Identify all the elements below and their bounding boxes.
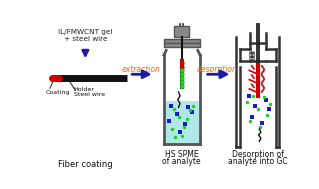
Text: extraction: extraction bbox=[122, 65, 161, 74]
Text: Holder: Holder bbox=[74, 87, 95, 92]
Text: analyte into GC: analyte into GC bbox=[228, 157, 288, 166]
Text: HS SPME: HS SPME bbox=[165, 150, 198, 159]
Bar bbox=[164, 39, 200, 43]
Text: Coating: Coating bbox=[46, 91, 70, 95]
Bar bbox=[166, 101, 198, 144]
Bar bbox=[174, 26, 189, 36]
Text: desorption: desorption bbox=[197, 65, 237, 74]
Text: + steel wire: + steel wire bbox=[63, 36, 107, 42]
Text: Steel wire: Steel wire bbox=[74, 92, 105, 97]
Text: Fiber coating: Fiber coating bbox=[58, 160, 113, 169]
Text: IL/FMWCNT gel: IL/FMWCNT gel bbox=[58, 29, 113, 35]
Bar bbox=[164, 43, 200, 47]
Text: Desorption of: Desorption of bbox=[232, 150, 284, 159]
Text: of analyte: of analyte bbox=[162, 157, 201, 166]
